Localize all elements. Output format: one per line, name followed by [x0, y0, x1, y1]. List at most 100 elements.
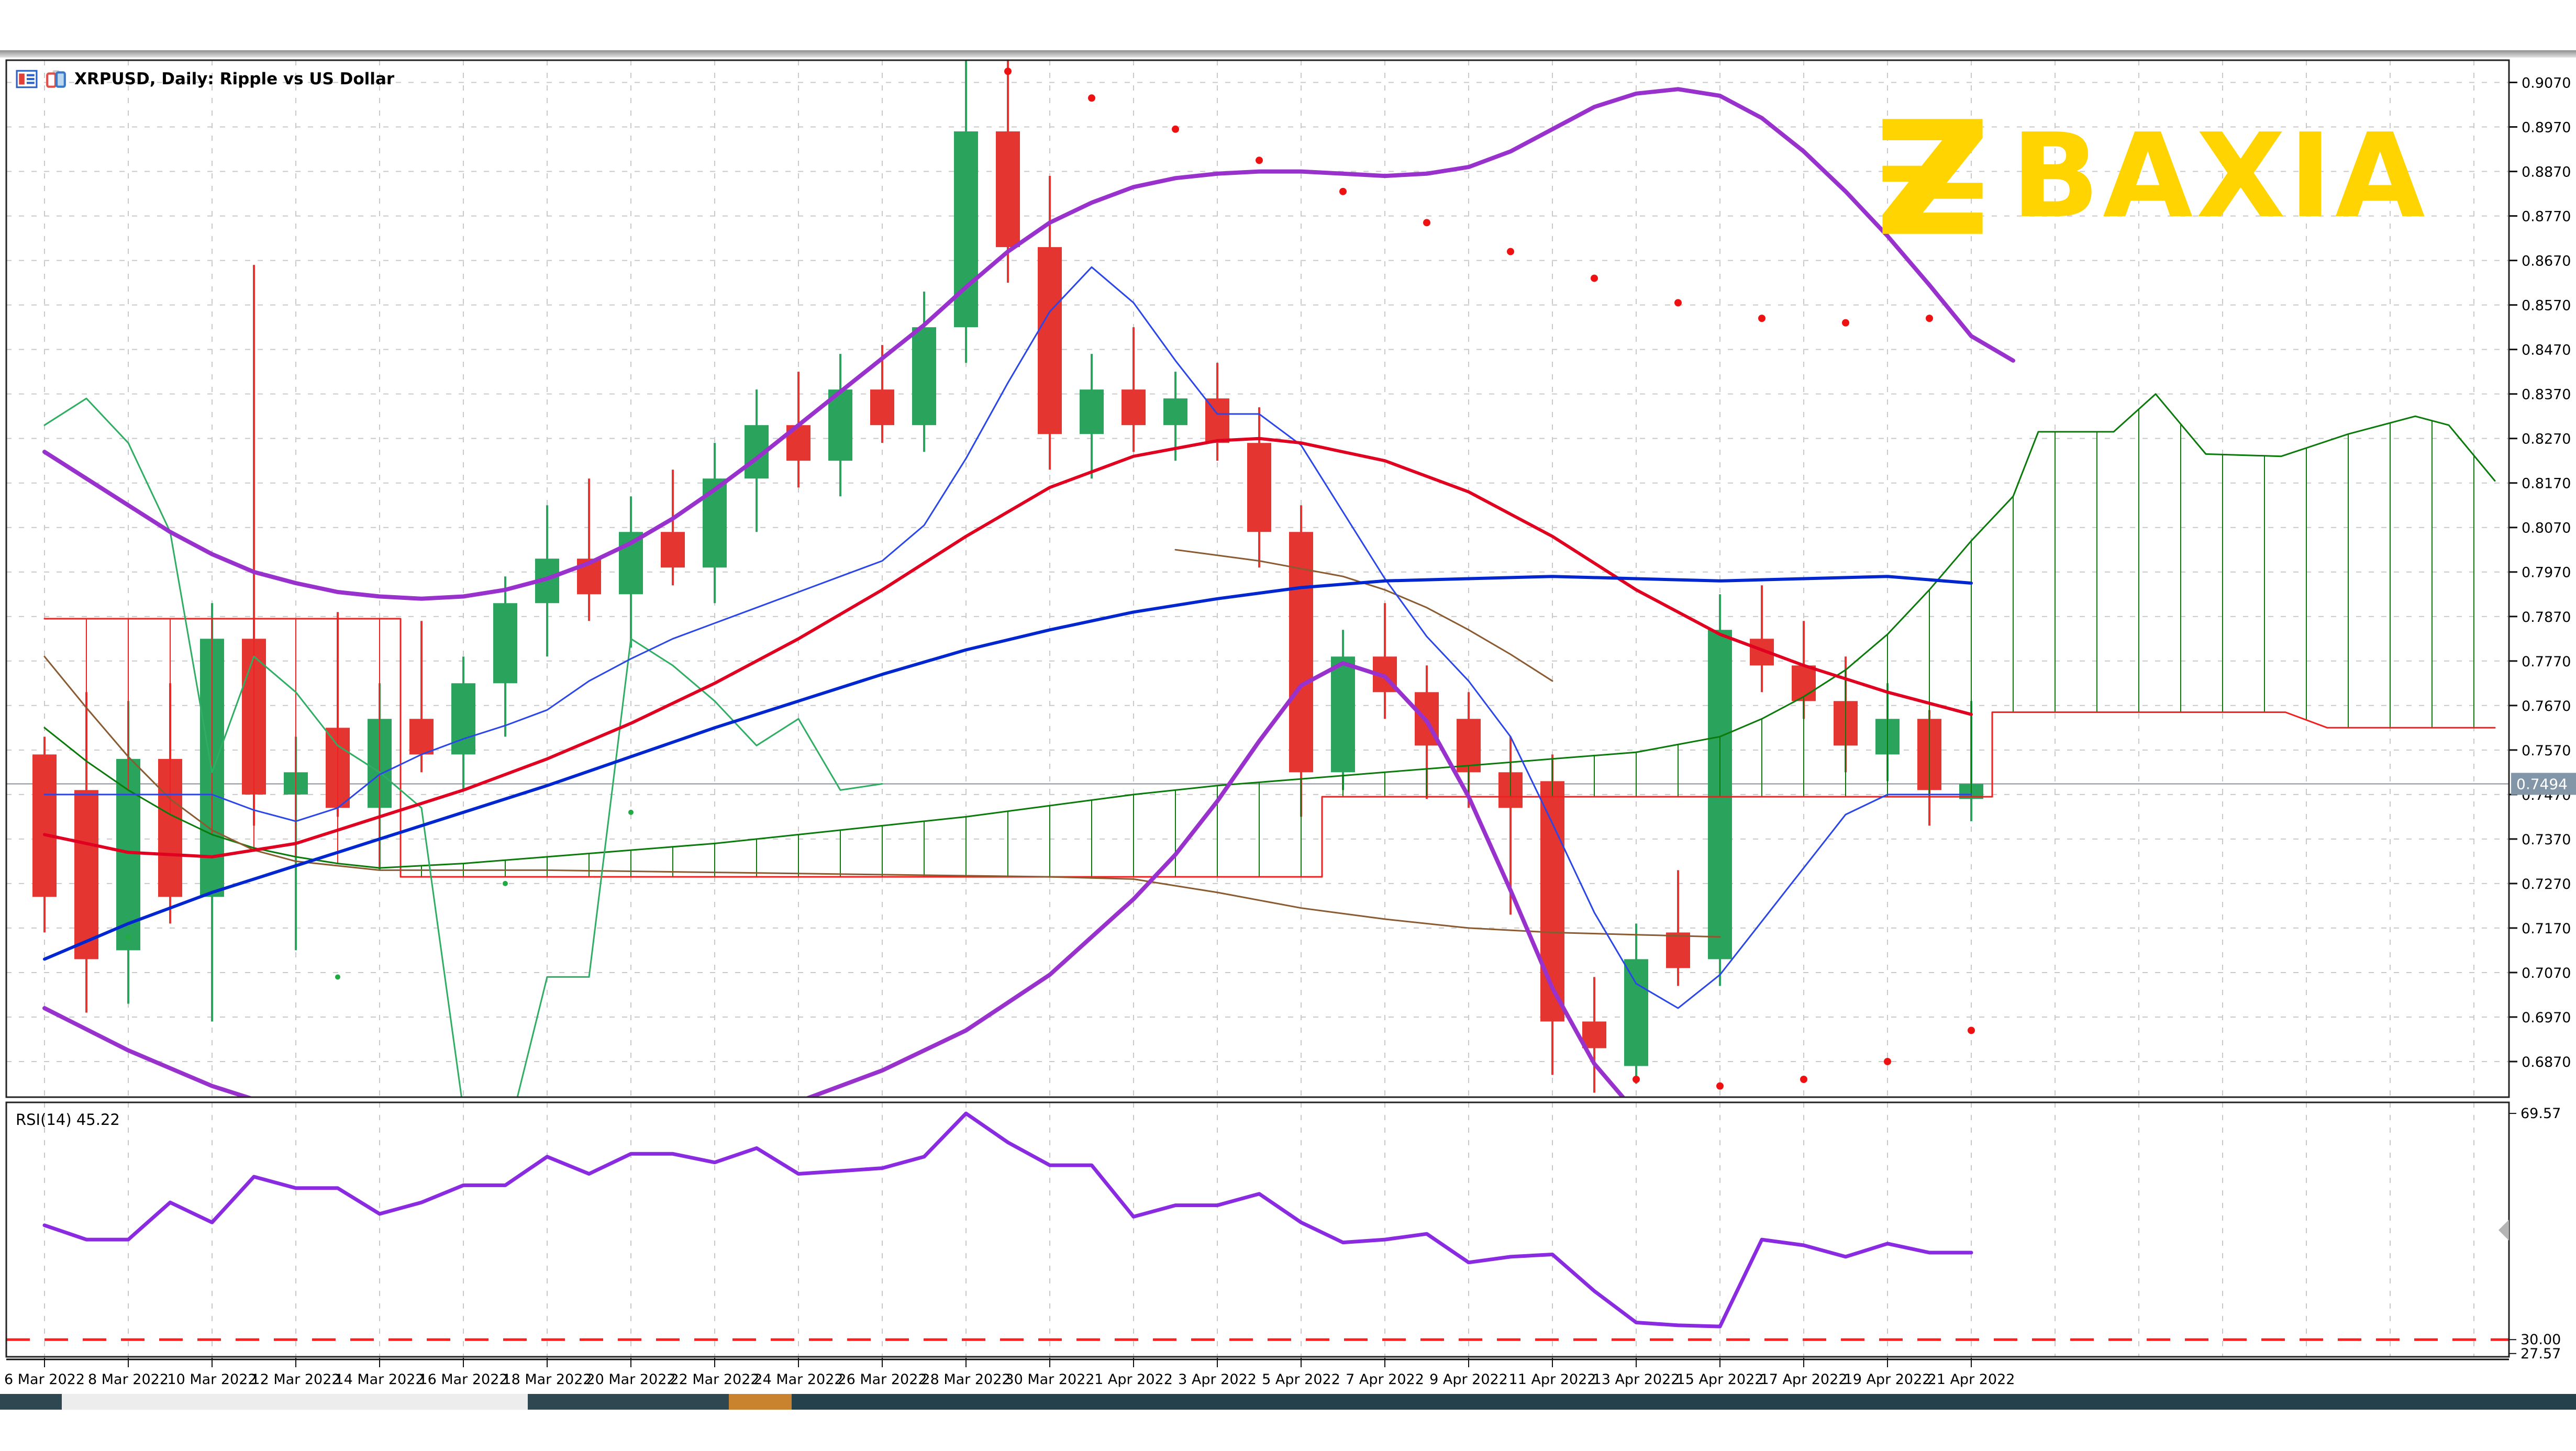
rsi-line — [42, 1111, 1973, 1329]
candle-body — [828, 389, 852, 461]
horizontal-scrollbar[interactable] — [0, 1394, 2576, 1410]
time-tick-label: 11 Apr 2022 — [1509, 1371, 1596, 1388]
candle-body — [1247, 443, 1271, 532]
window-top-strip — [0, 50, 2576, 58]
sar-above-dot — [1256, 157, 1263, 164]
price-tick-label: 0.8370 — [2522, 387, 2571, 403]
overlay-senkou-a-past — [43, 655, 1721, 938]
price-tick-label: 0.8270 — [2522, 431, 2571, 448]
current-price-badge — [2511, 773, 2576, 795]
candle-body — [1289, 532, 1313, 773]
sar-above-dot — [1507, 248, 1514, 255]
candle-body — [996, 131, 1020, 248]
price-tick-label: 0.6870 — [2522, 1054, 2571, 1070]
sar-above-dot — [1926, 315, 1933, 322]
time-tick-label: 14 Mar 2022 — [335, 1371, 424, 1388]
chart-page-icon[interactable] — [45, 68, 67, 90]
time-tick-label: 3 Apr 2022 — [1178, 1371, 1257, 1388]
overlay-chikou-span — [43, 397, 883, 1097]
sar-above-dot — [1842, 319, 1849, 327]
ichimoku-cloud-hatch — [86, 409, 2474, 877]
time-tick-label: 22 Mar 2022 — [670, 1371, 759, 1388]
candle-body — [954, 131, 978, 328]
dots-green-dot — [126, 934, 131, 940]
price-tick-label: 0.8070 — [2522, 520, 2571, 537]
candle-body — [74, 790, 98, 959]
scroll-thumb-left[interactable] — [528, 1394, 729, 1410]
price-tick-label: 0.8170 — [2522, 476, 2571, 492]
price-tick-label: 0.8870 — [2522, 164, 2571, 181]
price-tick-label: 0.7170 — [2522, 921, 2571, 937]
time-tick-label: 15 Apr 2022 — [1676, 1371, 1764, 1388]
candle-body — [1080, 389, 1104, 434]
sar-above-dot — [1088, 94, 1095, 102]
candle-body — [1624, 959, 1648, 1066]
overlay-senkou-span-a — [43, 393, 2496, 869]
price-pane-content — [6, 60, 2509, 1097]
time-tick-label: 21 Apr 2022 — [1928, 1371, 2015, 1388]
candle-body — [1457, 719, 1481, 773]
scroll-thumb-right[interactable] — [792, 1394, 2576, 1410]
candles — [32, 60, 1983, 1093]
scroll-thumb-orange[interactable] — [729, 1394, 792, 1410]
chart-list-icon[interactable] — [16, 68, 38, 90]
candle-body — [493, 603, 517, 684]
price-pane-border — [5, 59, 2510, 1098]
sar-below-dot — [1968, 1026, 1975, 1034]
overlay-bollinger-lower — [42, 661, 1626, 1097]
price-tick-label: 0.7070 — [2522, 965, 2571, 981]
price-tick-label: 0.8470 — [2522, 342, 2571, 359]
chart-title: XRPUSD, Daily: Ripple vs US Dollar — [74, 70, 395, 88]
rsi-scale-label: 69.57 — [2521, 1106, 2561, 1122]
rsi-indicator-label: RSI(14) 45.22 — [16, 1111, 120, 1129]
rsi-pane-border — [5, 1101, 2510, 1358]
scroll-track-left[interactable] — [0, 1394, 62, 1410]
sar-above-dot — [1339, 187, 1347, 195]
dots-green-dot — [628, 809, 634, 815]
dots-green-dot — [335, 974, 340, 980]
time-tick-label: 20 Mar 2022 — [586, 1371, 675, 1388]
price-tick-label: 0.9070 — [2522, 75, 2571, 92]
time-tick-label: 16 Mar 2022 — [418, 1371, 508, 1388]
rsi-grid — [44, 1102, 2474, 1357]
time-tick-label: 8 Mar 2022 — [88, 1371, 169, 1388]
rsi-scale-label: 27.57 — [2521, 1346, 2561, 1362]
sar-above-dot — [1591, 274, 1598, 282]
price-tick-label: 0.7570 — [2522, 743, 2571, 759]
candle-body — [1163, 398, 1187, 426]
sar-above-dot — [1674, 299, 1682, 307]
overlay-ma-blue — [43, 575, 1973, 961]
rsi-scale-label: 30.00 — [2521, 1332, 2561, 1348]
time-tick-label: 5 Apr 2022 — [1262, 1371, 1340, 1388]
price-tick-label: 0.7270 — [2522, 876, 2571, 892]
overlay-ma-red — [43, 437, 1973, 858]
time-tick-label: 24 Mar 2022 — [753, 1371, 843, 1388]
candle-body — [1582, 1021, 1606, 1048]
candle-body — [1540, 781, 1564, 1022]
baxia-logo: BAXIA — [1872, 113, 2428, 240]
time-tick-label: 6 Mar 2022 — [4, 1371, 85, 1388]
price-tick-label: 0.8670 — [2522, 253, 2571, 270]
dots-green — [126, 809, 634, 980]
baxia-logo-icon — [1882, 119, 1983, 234]
overlay-bollinger-upper — [42, 87, 2015, 601]
price-tick-label: 0.7670 — [2522, 698, 2571, 715]
sar-below-dot — [1716, 1082, 1724, 1090]
current-price-badge-value: 0.7494 — [2516, 775, 2568, 793]
baxia-logo-text: BAXIA — [2011, 109, 2428, 244]
chart-title-bar: XRPUSD, Daily: Ripple vs US Dollar — [16, 67, 394, 91]
time-tick-label: 13 Apr 2022 — [1593, 1371, 1680, 1388]
candle-body — [1038, 247, 1062, 434]
candle-body — [32, 754, 57, 897]
price-tick-label: 0.7970 — [2522, 565, 2571, 581]
scroll-gap[interactable] — [62, 1394, 528, 1410]
price-tick-label: 0.8770 — [2522, 209, 2571, 225]
overlay-senkou-a-past-upper — [1174, 549, 1553, 682]
dots-green-dot — [503, 880, 508, 886]
time-tick-label: 18 Mar 2022 — [502, 1371, 592, 1388]
candle-body — [1205, 398, 1229, 443]
price-tick-label: 0.6970 — [2522, 1010, 2571, 1026]
